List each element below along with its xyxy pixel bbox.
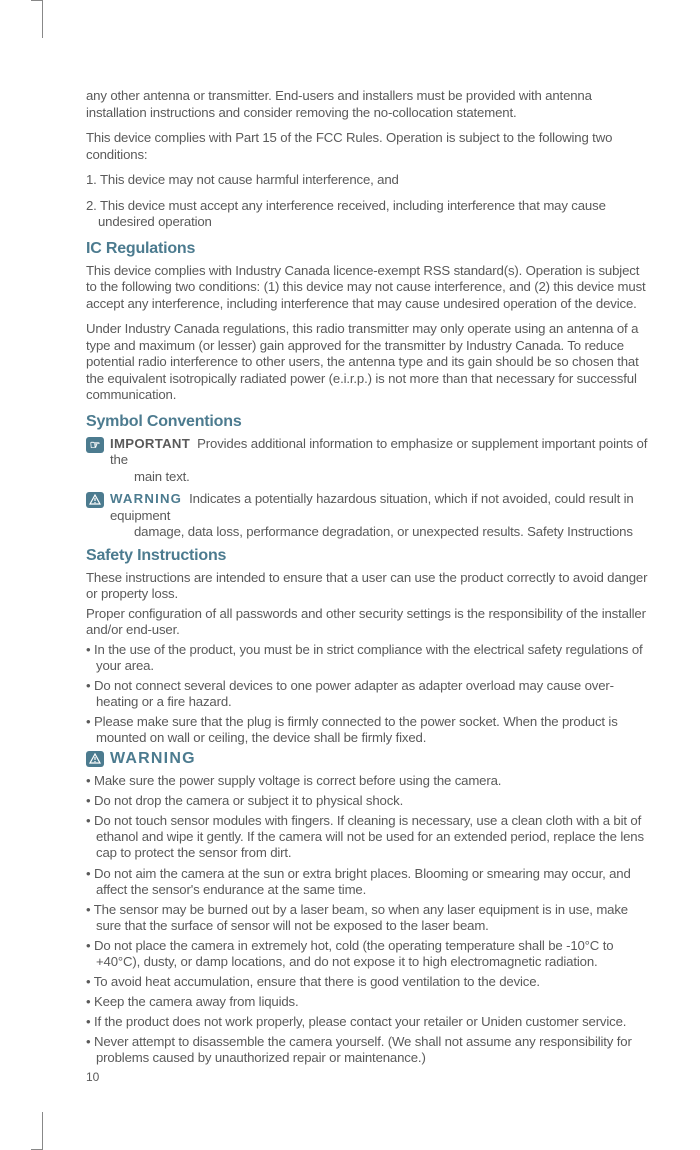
warning-section-heading: WARNING <box>86 750 648 768</box>
ic-para-1: This device complies with Industry Canad… <box>86 263 648 313</box>
warning-body: WARNING Indicates a potentially hazardou… <box>110 491 648 541</box>
intro-num-2: 2. This device must accept any interfere… <box>86 198 648 231</box>
warn-bullet-4: Do not aim the camera at the sun or extr… <box>86 866 648 898</box>
warn-bullet-10: Never attempt to disassemble the camera … <box>86 1034 648 1066</box>
warn-bullet-1: Make sure the power supply voltage is co… <box>86 773 648 789</box>
intro-para-1: any other antenna or transmitter. End-us… <box>86 88 648 121</box>
important-text-inline: Provides additional information to empha… <box>110 436 647 468</box>
warning-callout: WARNING Indicates a potentially hazardou… <box>86 491 648 541</box>
warn-bullet-5: The sensor may be burned out by a laser … <box>86 902 648 934</box>
important-label: IMPORTANT <box>110 436 190 451</box>
warn-bullet-3: Do not touch sensor modules with fingers… <box>86 813 648 861</box>
intro-para-2: This device complies with Part 15 of the… <box>86 130 648 163</box>
warn-bullet-9: If the product does not work properly, p… <box>86 1014 648 1030</box>
warn-bullet-6: Do not place the camera in extremely hot… <box>86 938 648 970</box>
warning-text-cont: damage, data loss, performance degradati… <box>110 524 648 541</box>
important-icon: ☞ <box>86 437 104 453</box>
warn-bullet-8: Keep the camera away from liquids. <box>86 994 648 1010</box>
safety-para-1: These instructions are intended to ensur… <box>86 570 648 603</box>
warning-section-icon <box>86 751 104 767</box>
symbol-conventions-heading: Symbol Conventions <box>86 413 648 431</box>
warning-icon <box>86 492 104 508</box>
warning-text-inline: Indicates a potentially hazardous situat… <box>110 491 634 523</box>
ic-para-2: Under Industry Canada regulations, this … <box>86 321 648 404</box>
warning-section-title: WARNING <box>110 750 196 768</box>
warn-bullet-7: To avoid heat accumulation, ensure that … <box>86 974 648 990</box>
important-body: IMPORTANT Provides additional informatio… <box>110 436 648 486</box>
important-text-cont: main text. <box>110 469 648 486</box>
safety-instructions-heading: Safety Instructions <box>86 547 648 565</box>
intro-num-1: 1. This device may not cause harmful int… <box>86 172 648 189</box>
page-content: any other antenna or transmitter. End-us… <box>86 88 648 1071</box>
page-number: 10 <box>86 1070 99 1084</box>
warn-bullet-2: Do not drop the camera or subject it to … <box>86 793 648 809</box>
ic-regulations-heading: IC Regulations <box>86 240 648 258</box>
warning-label: WARNING <box>110 491 182 506</box>
safety-bullet-2: Do not connect several devices to one po… <box>86 678 648 710</box>
important-callout: ☞ IMPORTANT Provides additional informat… <box>86 436 648 486</box>
safety-bullet-3: Please make sure that the plug is firmly… <box>86 714 648 746</box>
safety-para-2: Proper configuration of all passwords an… <box>86 606 648 639</box>
safety-bullet-1: In the use of the product, you must be i… <box>86 642 648 674</box>
